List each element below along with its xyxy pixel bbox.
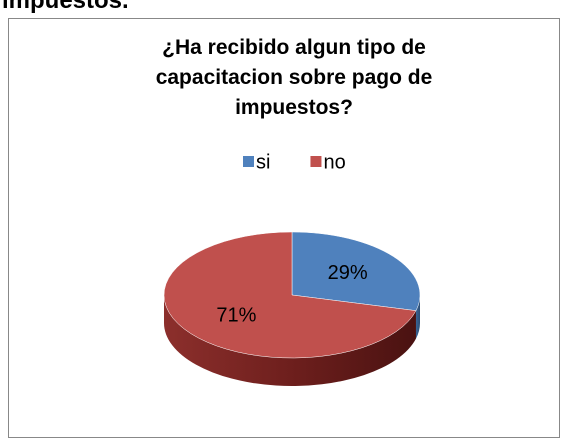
legend-label: no: [323, 151, 345, 173]
slice: [291, 231, 421, 311]
chart-title: ¿Ha recibido algun tipo de capacitacion …: [155, 36, 433, 119]
slice-side: [164, 295, 416, 386]
slice: [163, 231, 417, 359]
heading: impuestos.: [2, 0, 129, 14]
legend-swatch: [243, 156, 254, 167]
data-label: 71%: [216, 305, 256, 327]
data-label: 29%: [328, 262, 368, 284]
chart: 29% 71% si no: [163, 151, 421, 386]
legend-swatch: [310, 156, 322, 167]
slice-side: [415, 295, 420, 339]
chart-frame: ¿Ha recibido algun tipo de capacitacion …: [8, 18, 560, 438]
legend-label: si: [256, 151, 270, 173]
